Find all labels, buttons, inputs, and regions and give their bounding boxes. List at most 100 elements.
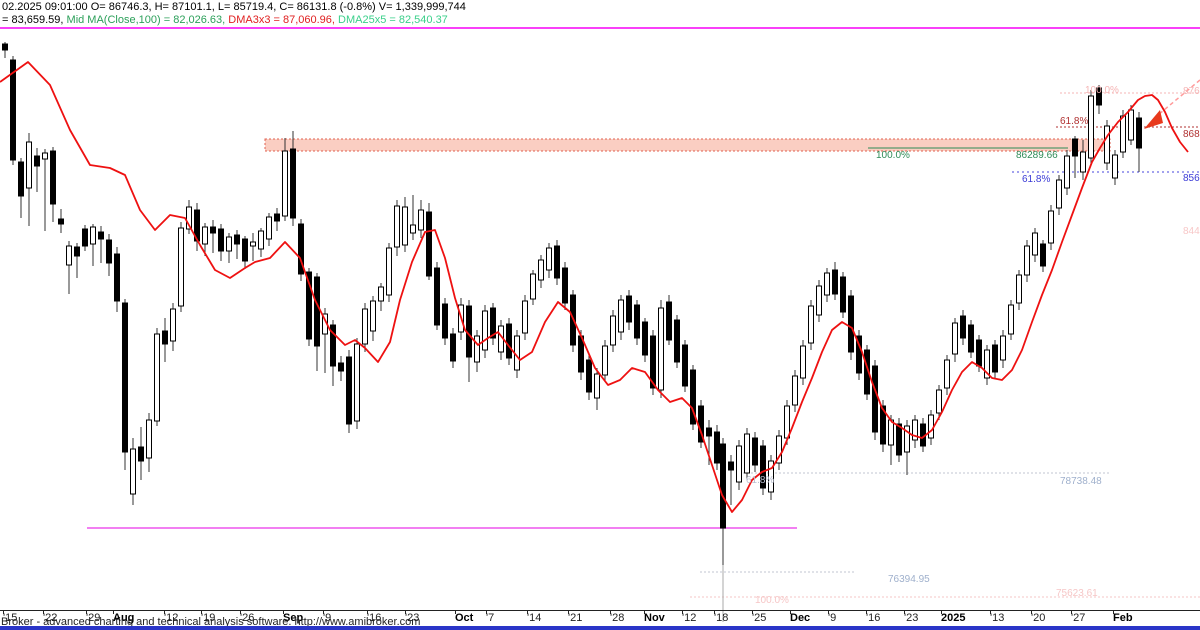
candle-down [1072,138,1078,157]
axis-tick-mark [610,610,611,614]
candle-up [154,333,160,422]
amibroker-footer-text: Broker - advanced charting and technical… [1,616,421,628]
candle-up [530,273,536,300]
candle-up [776,435,782,464]
candle-down [554,245,560,279]
candle-up [394,205,400,248]
candle-down [98,231,104,240]
axis-tick-label-Aug: Aug [113,612,135,624]
candle-down [210,226,216,234]
candle-up [602,345,608,376]
axis-tick-label-15: '15 [3,612,18,624]
candle-down [58,218,64,225]
chart-title-block: 02.2025 09:01:00 O= 86746.3, H= 87101.1,… [2,1,466,27]
candle-up [736,445,742,483]
candle-down [306,271,312,340]
candle-up [370,300,376,332]
axis-tick-mark [43,610,44,614]
candle-down [706,427,712,437]
candle-up [378,286,384,302]
axis-tick-label-26: '26 [240,612,255,624]
fib-level-label: 61.8% [746,475,775,486]
candle-down [106,239,112,264]
axis-tick-mark [405,610,406,614]
axis-tick-mark [486,610,487,614]
fib-level-label: 76394.95 [888,574,930,585]
candle-up [266,216,272,240]
candle-down [728,461,734,471]
candle-down [298,223,304,275]
candle-up [186,206,192,230]
candle-down [346,356,352,425]
indicator-value-text: DMA3x3 = 87,060.96, [228,14,339,26]
axis-tick-label-19: '19 [201,612,216,624]
candle-down [10,59,16,161]
candle-down [18,161,24,197]
candle-up [1088,95,1094,159]
candle-up [1112,154,1118,179]
candle-up [282,150,288,217]
indicator-value-text: DMA25x5 = 82,540.37 [338,14,448,26]
axis-tick-mark [164,610,165,614]
candle-up [66,245,72,266]
axis-tick-mark [455,610,456,614]
candle-down [82,228,88,247]
axis-tick-label-9: '9 [323,612,332,624]
axis-tick-mark [367,610,368,614]
fib-level-label: 61.8% [1022,174,1051,185]
fib-level-label: 8449 [1183,226,1200,237]
candle-up [1080,151,1086,173]
candle-up [250,241,256,247]
axis-tick-label-12: '12 [164,612,179,624]
candle-down [114,253,120,302]
candle-down [760,445,766,489]
candle-up [618,299,624,333]
candle-up [482,310,488,351]
candle-down [138,446,144,462]
candle-down [960,315,966,339]
axis-tick-mark [990,610,991,614]
axis-tick-mark [1031,610,1032,614]
ohlc-title-line: 02.2025 09:01:00 O= 86746.3, H= 87101.1,… [2,1,466,13]
date-axis: '15 '22 '29 Aug '12 '19 '26 Sep '9 '16 '23 Oct '7 '14… [0,610,1200,626]
axis-tick-label-23: '23 [405,612,420,624]
indicator-value-text: = 83,659.59, [2,14,67,26]
axis-tick-label-18: '18 [714,612,729,624]
candle-down [752,437,758,466]
candle-up [768,460,774,493]
candle-down [162,330,168,345]
fib-retracement-band [264,138,1111,152]
candle-up [1024,245,1030,276]
axis-tick-mark [3,610,4,614]
candle-up [474,335,480,363]
candle-down [666,301,672,341]
projection-arrow-head [1144,110,1163,129]
candle-up [402,206,408,246]
axis-tick-label-23: '23 [904,612,919,624]
candle-down [896,423,902,456]
axis-tick-mark [790,610,791,614]
axis-tick-mark [1071,610,1072,614]
axis-tick-label-21: '21 [568,612,583,624]
candle-down [1096,87,1102,106]
axis-tick-label-2025: 2025 [941,612,966,624]
candle-up [784,405,790,439]
candle-up [610,315,616,346]
candle-down [234,234,240,245]
axis-tick-label-7: '7 [486,612,495,624]
candle-down [34,155,40,167]
candle-up [928,414,934,439]
candle-up [824,272,830,296]
axis-tick-mark [941,610,942,614]
candle-up [658,307,664,391]
candle-down [2,43,8,51]
candle-up [792,375,798,406]
candle-up [944,359,950,389]
axis-tick-mark [527,610,528,614]
candle-down [242,238,248,262]
candle-down [562,267,568,304]
candle-down [992,344,998,373]
